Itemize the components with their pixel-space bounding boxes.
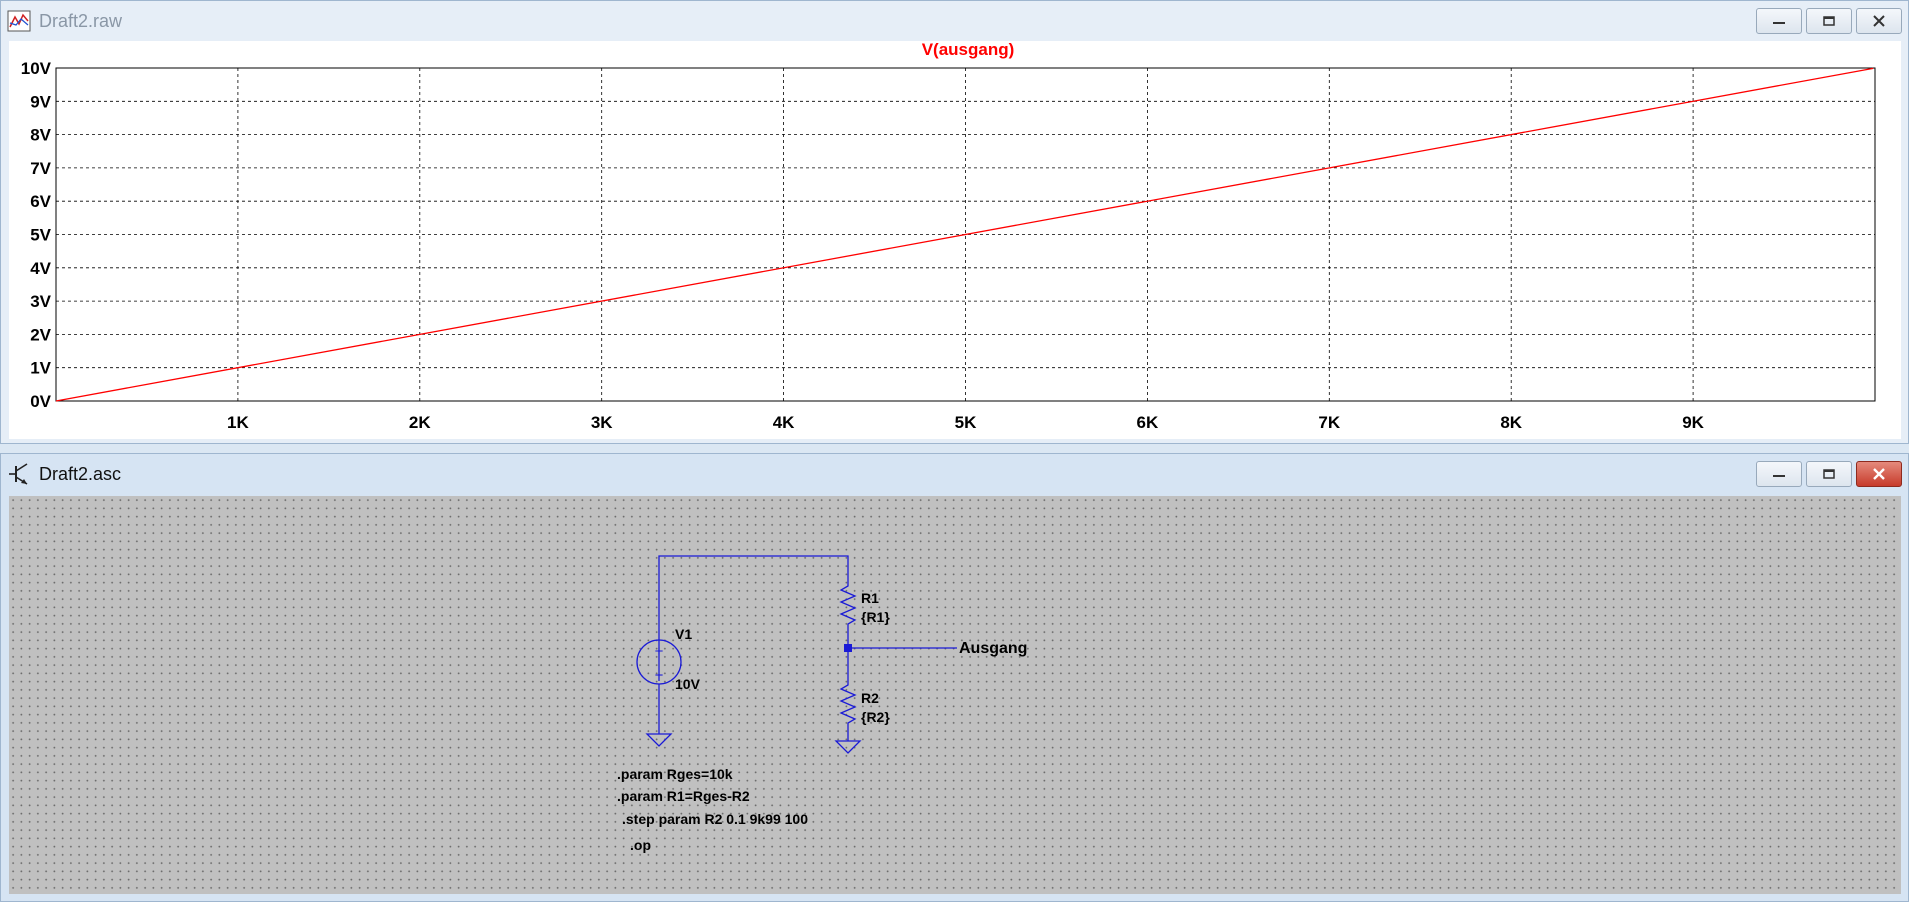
y-tick-label[interactable]: 8V: [30, 126, 51, 145]
plot-window-titlebar[interactable]: Draft2.raw: [1, 1, 1908, 41]
close-icon: [1873, 15, 1885, 27]
waveform-plot[interactable]: V(ausgang) 0V 1V 2V 3V 4V 5V 6V 7V 8V 9V 10V 1K 2K 3…: [9, 40, 1901, 439]
schematic-maximize-button[interactable]: [1806, 461, 1852, 487]
resistor-r2[interactable]: [839, 679, 857, 732]
wire-top[interactable]: [658, 555, 849, 681]
directive-3[interactable]: .step param R2 0.1 9k99 100: [622, 811, 808, 827]
schematic-minimize-button[interactable]: [1756, 461, 1802, 487]
minimize-icon: [1773, 475, 1785, 477]
plot-window-title: Draft2.raw: [39, 10, 123, 31]
schematic-window: Draft2.asc: [0, 453, 1909, 902]
directive-2[interactable]: .param R1=Rges-R2: [617, 788, 750, 804]
directive-1[interactable]: .param Rges=10k: [617, 766, 733, 782]
y-tick-label[interactable]: 2V: [30, 325, 51, 344]
v1-value[interactable]: 10V: [675, 676, 701, 692]
plot-minimize-button[interactable]: [1756, 8, 1802, 34]
y-tick-label[interactable]: 7V: [30, 159, 51, 178]
plot-maximize-button[interactable]: [1806, 8, 1852, 34]
plot-area[interactable]: V(ausgang) 0V 1V 2V 3V 4V 5V 6V 7V 8V 9V 10V 1K 2K 3…: [9, 40, 1901, 439]
plot-close-button[interactable]: [1856, 8, 1902, 34]
minus-sign: −: [655, 667, 664, 684]
r2-value[interactable]: {R2}: [861, 709, 890, 725]
schematic-window-titlebar[interactable]: Draft2.asc: [1, 454, 1908, 494]
trace-label[interactable]: V(ausgang): [922, 40, 1015, 59]
x-tick-label[interactable]: 9K: [1682, 413, 1704, 432]
ground-icon: [645, 733, 673, 747]
junction-dot: [844, 644, 852, 652]
plus-sign: +: [655, 643, 664, 660]
restore-icon: [1823, 469, 1835, 479]
y-tick-label[interactable]: 4V: [30, 259, 51, 278]
x-tick-label[interactable]: 3K: [591, 413, 613, 432]
schematic-window-title: Draft2.asc: [39, 463, 122, 484]
schematic-close-button[interactable]: [1856, 461, 1902, 487]
y-tick-label[interactable]: 6V: [30, 192, 51, 211]
plot-frame: [55, 67, 1876, 402]
y-tick-label[interactable]: 9V: [30, 92, 51, 111]
restore-icon: [1823, 16, 1835, 26]
waveform-icon: [7, 9, 31, 33]
minimize-icon: [1773, 22, 1785, 24]
y-tick-label[interactable]: 10V: [21, 59, 52, 78]
net-label-ausgang[interactable]: Ausgang: [959, 640, 1027, 657]
x-tick-label[interactable]: 4K: [773, 413, 795, 432]
schematic-drawing[interactable]: + − V1 10V R1 {R1} R2 {R2} Ausgang .para…: [9, 496, 1901, 894]
x-tick-label[interactable]: 5K: [955, 413, 977, 432]
x-tick-label[interactable]: 8K: [1500, 413, 1522, 432]
transistor-icon: [7, 462, 31, 486]
x-tick-label[interactable]: 1K: [227, 413, 249, 432]
ground-icon: [834, 740, 862, 754]
schematic-canvas[interactable]: + − V1 10V R1 {R1} R2 {R2} Ausgang .para…: [9, 496, 1901, 894]
r1-name[interactable]: R1: [861, 590, 879, 606]
y-tick-label[interactable]: 3V: [30, 292, 51, 311]
resistor-r1[interactable]: [839, 580, 857, 633]
trace-line[interactable]: [55, 67, 1874, 402]
directive-4[interactable]: .op: [630, 837, 651, 853]
close-icon: [1873, 468, 1885, 480]
v1-name[interactable]: V1: [675, 626, 692, 642]
x-tick-label[interactable]: 2K: [409, 413, 431, 432]
x-tick-label[interactable]: 6K: [1137, 413, 1159, 432]
y-tick-label[interactable]: 5V: [30, 226, 51, 245]
plot-window: Draft2.raw V(ausgang) 0V 1V 2V 3V 4V 5V 6V 7V 8V…: [0, 0, 1909, 444]
x-tick-label[interactable]: 7K: [1318, 413, 1340, 432]
y-tick-label[interactable]: 0V: [30, 392, 51, 411]
y-tick-label[interactable]: 1V: [30, 359, 51, 378]
r2-name[interactable]: R2: [861, 690, 879, 706]
r1-value[interactable]: {R1}: [861, 609, 890, 625]
